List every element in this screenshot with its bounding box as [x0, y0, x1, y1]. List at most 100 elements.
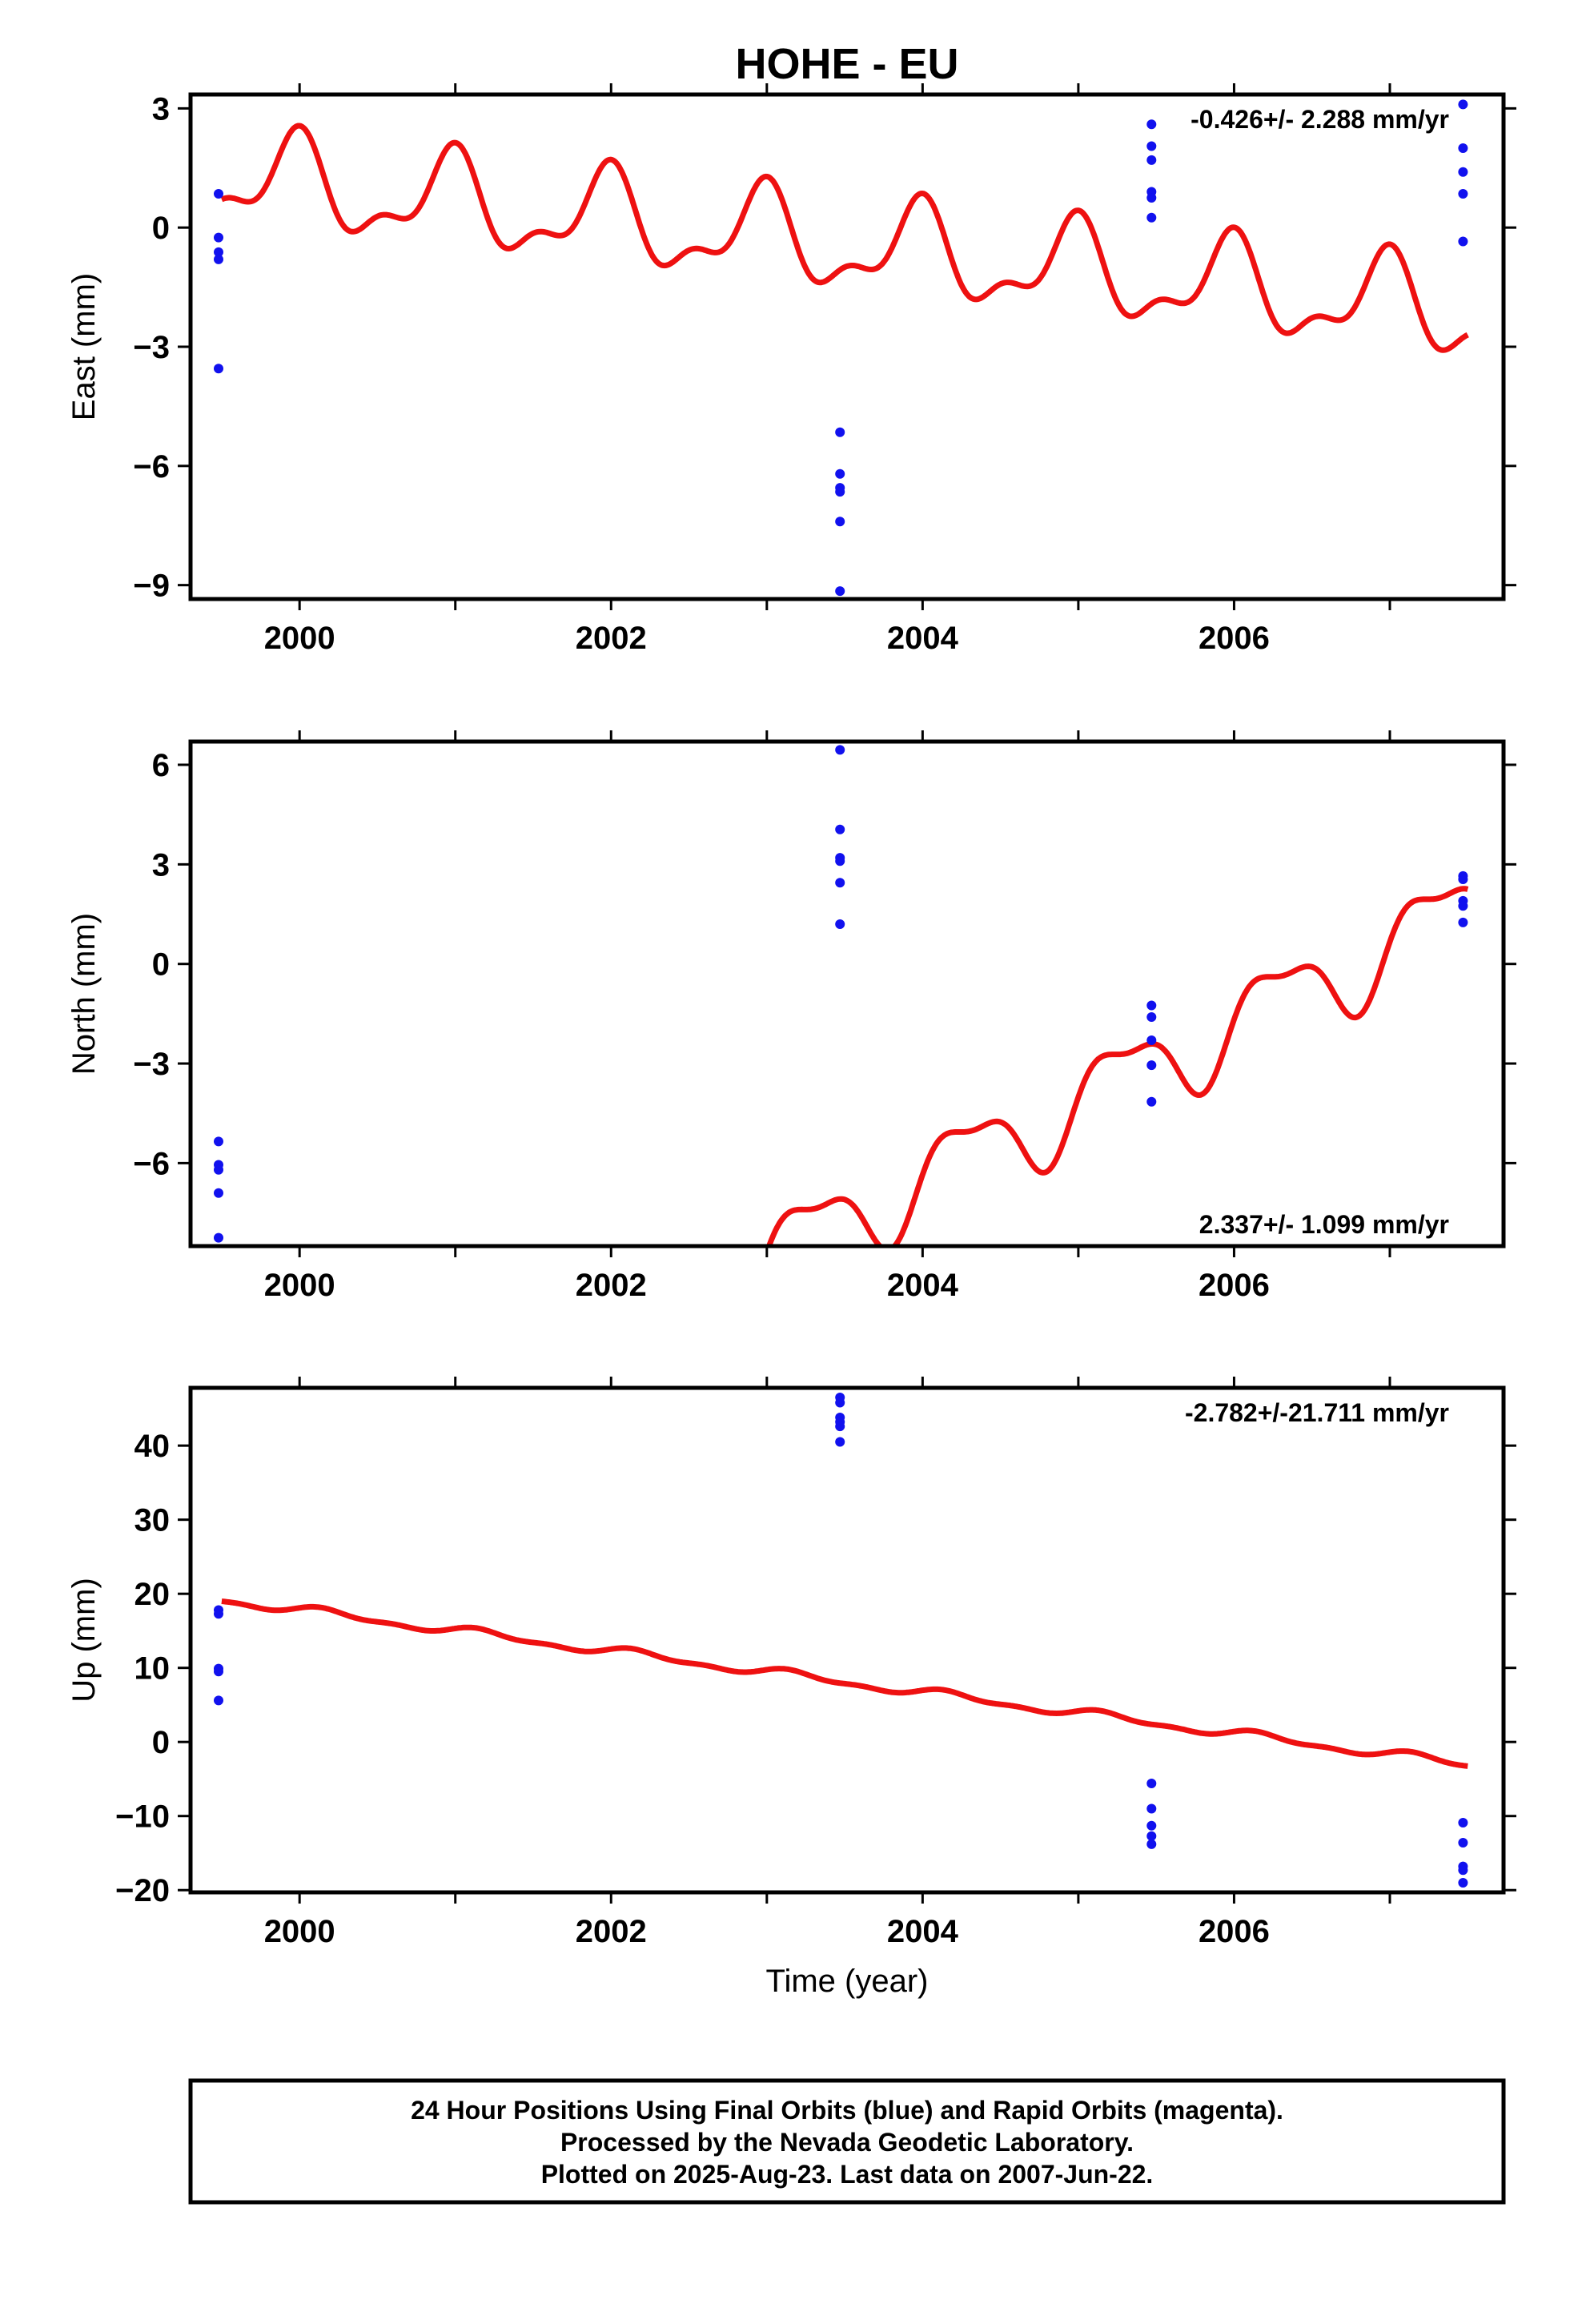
east-y-axis-label: East (mm): [66, 273, 102, 420]
north-data-point: [835, 745, 845, 755]
north-data-point: [1146, 1096, 1157, 1107]
north-y-tick-label: −6: [133, 1146, 170, 1181]
north-data-point: [1146, 1000, 1157, 1011]
east-data-point: [1146, 193, 1157, 203]
east-data-point: [1146, 141, 1157, 151]
east-data-point: [1458, 143, 1468, 153]
east-data-point: [1458, 99, 1468, 110]
east-y-tick-label: −9: [133, 569, 170, 604]
east-data-point: [214, 189, 223, 199]
north-y-axis-label: North (mm): [66, 913, 102, 1075]
up-data-point: [1146, 1839, 1157, 1849]
north-y-tick-label: 6: [152, 748, 170, 783]
east-data-point: [1146, 119, 1157, 130]
north-data-point: [214, 1136, 223, 1147]
east-data-point: [1458, 167, 1468, 177]
east-data-point: [214, 247, 223, 257]
east-y-tick-label: −3: [133, 330, 170, 365]
east-y-tick-label: 3: [152, 91, 170, 127]
north-x-tick-label: 2004: [887, 1268, 959, 1303]
up-data-point: [1146, 1820, 1157, 1831]
north-data-point: [214, 1188, 223, 1198]
east-x-tick-label: 2002: [576, 621, 647, 656]
up-data-point: [214, 1695, 223, 1706]
up-rate-annotation: -2.782+/-21.711 mm/yr: [1185, 1398, 1449, 1427]
north-x-tick-label: 2000: [264, 1268, 335, 1303]
east-data-point: [1146, 155, 1157, 165]
footer-line-3: Plotted on 2025-Aug-23. Last data on 200…: [541, 2160, 1154, 2189]
east-y-tick-label: 0: [152, 211, 170, 246]
north-model-line: [765, 886, 1469, 1246]
up-x-tick-label: 2002: [576, 1914, 647, 1949]
up-data-point: [835, 1437, 845, 1447]
up-model-line: [221, 1598, 1468, 1769]
east-data-point: [1458, 236, 1468, 247]
east-panel: 3 0 −3 −6 −9 2000 2002 2004 2006 East (mm) -0.426+…: [66, 83, 1516, 656]
footer-box: [188, 2078, 1506, 2205]
north-x-tick-label: 2006: [1199, 1268, 1270, 1303]
north-plot-frame: [188, 739, 1506, 1248]
north-data-point: [1146, 1035, 1157, 1045]
north-y-tick-label: 0: [152, 947, 170, 983]
up-data-point: [1146, 1803, 1157, 1814]
up-y-tick-label: −10: [115, 1799, 170, 1835]
up-data-point: [835, 1421, 845, 1432]
east-x-tick-label: 2006: [1199, 621, 1270, 656]
up-x-tick-label: 2004: [887, 1914, 959, 1949]
east-x-tick-label: 2000: [264, 621, 335, 656]
up-data-point: [214, 1667, 223, 1677]
up-panel: 40 30 20 10 0 −10 −20 2000 2002 2004 2006 Up (mm) -2…: [66, 1377, 1516, 1949]
x-axis-label: Time (year): [766, 1964, 929, 1999]
up-x-tick-label: 2000: [264, 1914, 335, 1949]
footer-line-1: 24 Hour Positions Using Final Orbits (bl…: [411, 2096, 1283, 2125]
north-data-point: [835, 824, 845, 834]
east-data-point: [214, 254, 223, 264]
up-data-point: [1458, 1838, 1468, 1848]
east-data-point: [214, 364, 223, 374]
up-data-point: [1458, 1865, 1468, 1876]
north-y-tick-label: 3: [152, 847, 170, 883]
north-data-point: [1458, 917, 1468, 927]
north-data-point: [214, 1164, 223, 1175]
up-data-point: [1146, 1831, 1157, 1841]
chart-title: HOHE - EU: [735, 40, 958, 88]
east-data-point: [835, 517, 845, 527]
north-data-point: [835, 919, 845, 929]
up-y-tick-label: 0: [152, 1725, 170, 1760]
north-data-point: [1146, 1012, 1157, 1022]
east-data-point: [214, 232, 223, 243]
footer-line-2: Processed by the Nevada Geodetic Laborat…: [560, 2128, 1134, 2157]
north-rate-annotation: 2.337+/- 1.099 mm/yr: [1199, 1210, 1449, 1239]
up-y-tick-label: 30: [135, 1503, 171, 1538]
up-y-axis-label: Up (mm): [66, 1578, 102, 1703]
up-data-point: [835, 1397, 845, 1408]
east-data-point: [835, 468, 845, 479]
up-data-point: [1458, 1818, 1468, 1827]
north-y-tick-label: −3: [133, 1047, 170, 1082]
east-data-point: [1146, 212, 1157, 223]
up-data-point: [1458, 1878, 1468, 1888]
east-rate-annotation: -0.426+/- 2.288 mm/yr: [1191, 105, 1449, 134]
up-y-tick-label: −20: [115, 1873, 170, 1908]
up-y-tick-label: 40: [135, 1429, 171, 1464]
north-panel: 6 3 0 −3 −6 2000 2002 2004 2006 North (mm) 2.337+/…: [66, 730, 1516, 1303]
up-plot-frame: [188, 1385, 1506, 1895]
north-data-point: [214, 1232, 223, 1243]
up-x-tick-label: 2006: [1199, 1914, 1270, 1949]
east-x-tick-label: 2004: [887, 621, 959, 656]
north-data-point: [1146, 1060, 1157, 1071]
east-data-point: [835, 586, 845, 597]
north-data-point: [835, 878, 845, 888]
east-data-point: [1458, 189, 1468, 199]
up-y-tick-label: 20: [135, 1577, 171, 1612]
north-data-point: [1458, 875, 1468, 884]
north-x-tick-label: 2002: [576, 1268, 647, 1303]
east-data-point: [835, 487, 845, 497]
up-data-point: [214, 1609, 223, 1619]
east-plot-frame: [188, 92, 1506, 601]
east-y-tick-label: −6: [133, 449, 170, 485]
up-y-tick-label: 10: [135, 1651, 171, 1687]
up-data-point: [1146, 1779, 1157, 1788]
north-data-point: [1458, 901, 1468, 911]
